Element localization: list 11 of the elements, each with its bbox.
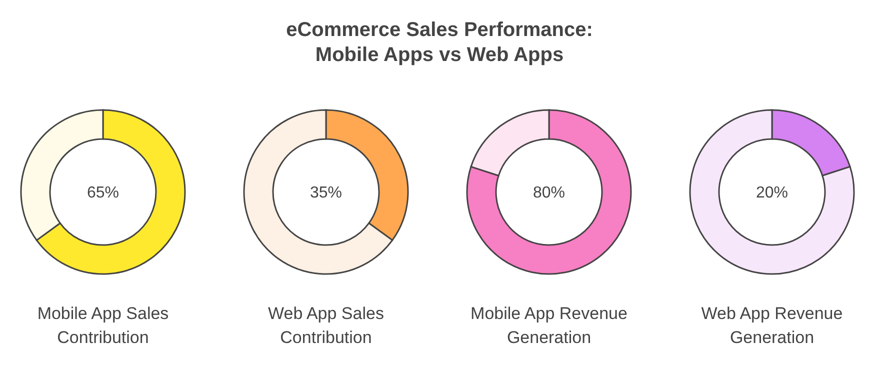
- donut-slice: [466, 109, 632, 275]
- donut-slice: [689, 109, 855, 275]
- text: 35%: [310, 184, 342, 202]
- text: Web App Sales Contribution: [268, 304, 384, 347]
- text: 65%: [86, 184, 120, 202]
- text: eCommerce Sales Performance: Mobile Apps vs Web Apps: [286, 19, 593, 66]
- text: Mobile App Sales Contribution: [37, 304, 169, 347]
- text: Mobile App Revenue Generation: [470, 304, 628, 347]
- text: 20%: [756, 184, 788, 202]
- text: 80%: [532, 184, 566, 202]
- text: Web App Revenue Generation: [701, 304, 843, 347]
